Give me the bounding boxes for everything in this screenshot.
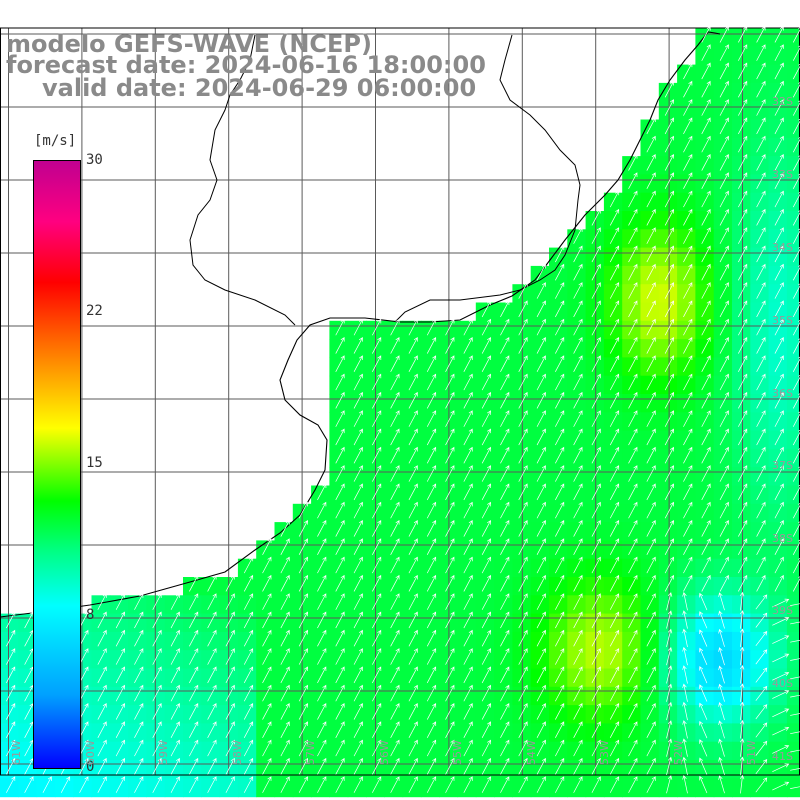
lon-label: 55W — [451, 740, 464, 765]
lon-label: 58W — [231, 740, 244, 765]
forecast-date-label: forecast date: 2024-06-16 18:00:00 — [6, 51, 486, 79]
colorbar — [33, 160, 81, 769]
lat-label: 41S — [772, 750, 793, 763]
lon-label: 56W — [378, 740, 391, 765]
lat-label: 34S — [772, 241, 793, 254]
wind-vectors — [6, 25, 800, 794]
wind-speed-field — [0, 28, 800, 798]
lat-label: 37S — [772, 459, 793, 472]
lon-label: 53W — [598, 740, 611, 765]
lon-label: 60W — [84, 740, 97, 765]
lon-label: 61W — [10, 740, 23, 765]
coastline — [0, 31, 721, 618]
lat-label: 38S — [772, 532, 793, 545]
lon-label: 51W — [745, 740, 758, 765]
lon-label: 52W — [672, 740, 685, 765]
colorbar-tick-15: 15 — [86, 455, 103, 471]
lat-label: 36S — [772, 387, 793, 400]
lon-label: 59W — [157, 740, 170, 765]
colorbar-tick-0: 0 — [86, 759, 95, 775]
valid-date-label: valid date: 2024-06-29 06:00:00 — [42, 74, 477, 102]
colorbar-tick-30: 30 — [86, 152, 103, 168]
lat-label: 33S — [772, 168, 793, 181]
lat-label: 40S — [772, 677, 793, 690]
river-outline — [189, 34, 581, 326]
colorbar-unit: [m/s] — [34, 133, 77, 149]
lon-label: 57W — [304, 740, 317, 765]
colorbar-tick-8: 8 — [86, 607, 95, 623]
lat-label: 39S — [772, 604, 793, 617]
lat-label: 35S — [772, 314, 793, 327]
lon-label: 54W — [525, 740, 538, 765]
model-title: modelo GEFS-WAVE (NCEP) — [6, 30, 372, 58]
colorbar-tick-22: 22 — [86, 303, 103, 319]
lat-label: 32S — [772, 95, 793, 108]
